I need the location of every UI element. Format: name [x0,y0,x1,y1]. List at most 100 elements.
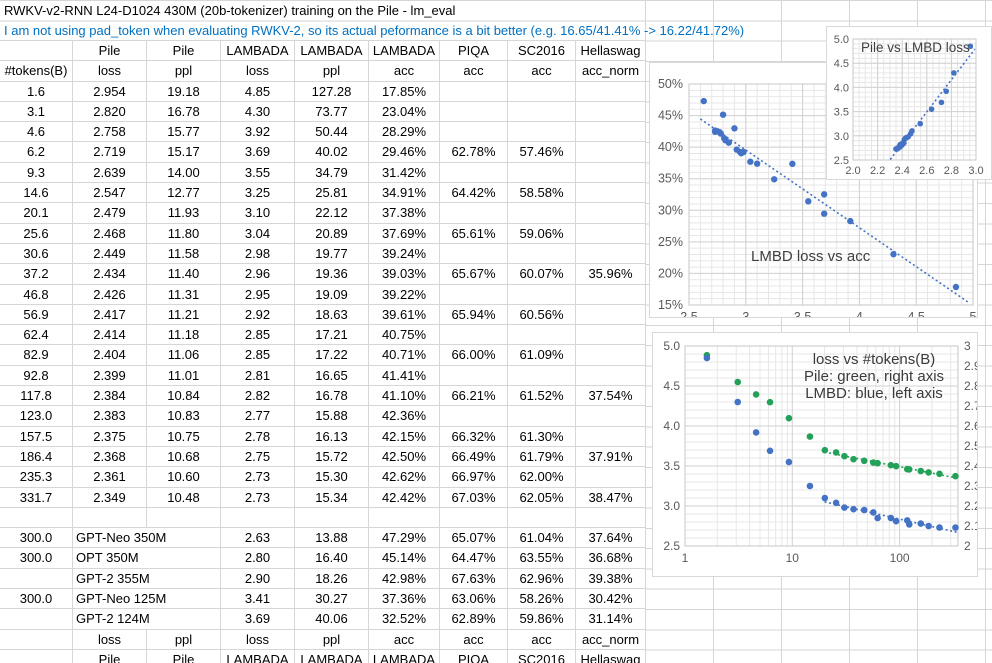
table-cell[interactable]: 34.91% [369,183,440,204]
table-cell[interactable] [576,507,646,529]
table-cell[interactable]: loss [221,61,295,82]
table-cell[interactable]: 9.3 [0,162,73,184]
table-cell[interactable]: 15.30 [295,467,369,488]
table-cell[interactable] [0,609,73,630]
table-cell[interactable]: acc [369,61,440,82]
table-cell[interactable]: SC2016 [508,649,576,663]
table-cell[interactable]: GPT-2 355M [73,568,221,590]
table-cell[interactable]: 3.04 [221,223,295,244]
table-cell[interactable]: acc_norm [576,61,646,82]
table-cell[interactable]: 2.449 [73,243,147,265]
table-cell[interactable]: 2.85 [221,345,295,366]
table-cell[interactable]: 65.07% [440,528,508,549]
table-cell[interactable]: 235.3 [0,467,73,488]
table-cell[interactable]: 37.69% [369,223,440,244]
table-cell[interactable]: LAMBADA [221,41,295,62]
table-cell[interactable]: 10.68 [147,446,221,468]
table-cell[interactable]: 2.73 [221,467,295,488]
table-cell[interactable]: 117.8 [0,386,73,407]
table-cell[interactable]: 14.6 [0,183,73,204]
chart-pile-vs-lmbd-loss[interactable]: 2.5 3.0 3.5 4.0 4.5 5.0 2.0 2.2 2.4 2.6 2.8 3.0 Pile… [826,26,992,180]
table-cell[interactable]: 67.03% [440,487,508,508]
table-cell[interactable]: 45.14% [369,548,440,569]
table-cell[interactable]: 2.92 [221,304,295,326]
table-cell[interactable] [576,284,646,305]
table-cell[interactable]: 4.30 [221,101,295,123]
table-cell[interactable]: 31.14% [576,609,646,630]
table-cell[interactable]: 39.61% [369,304,440,326]
table-cell[interactable]: #tokens(B) [0,61,73,82]
table-cell[interactable]: 61.79% [508,446,576,468]
table-cell[interactable]: 2.954 [73,81,147,102]
table-cell[interactable]: 58.26% [508,589,576,610]
table-cell[interactable]: loss [221,629,295,650]
table-cell[interactable]: 57.46% [508,142,576,163]
table-cell[interactable] [440,507,508,529]
table-cell[interactable]: 1.6 [0,81,73,102]
table-cell[interactable]: 2.414 [73,325,147,346]
table-cell[interactable]: 66.49% [440,446,508,468]
table-cell[interactable]: 66.00% [440,345,508,366]
table-cell[interactable] [440,365,508,387]
table-cell[interactable]: 2.78 [221,426,295,447]
table-cell[interactable]: 2.426 [73,284,147,305]
table-cell[interactable]: 61.30% [508,426,576,447]
table-cell[interactable]: 39.38% [576,568,646,590]
table-cell[interactable]: loss [73,629,147,650]
chart-loss-vs-tokens[interactable]: 2.5 3.0 3.5 4.0 4.5 5.0 2 2.1 2.2 2.3 2.4 2.5 2.6 2.7… [652,332,978,577]
table-cell[interactable]: 32.52% [369,609,440,630]
table-cell[interactable]: 63.06% [440,589,508,610]
table-cell[interactable]: 3.92 [221,122,295,143]
table-cell[interactable] [576,304,646,326]
table-cell[interactable]: 23.04% [369,101,440,123]
table-cell[interactable] [440,162,508,184]
table-cell[interactable] [576,467,646,488]
table-cell[interactable] [576,426,646,447]
table-cell[interactable]: acc [369,629,440,650]
table-cell[interactable]: ppl [295,629,369,650]
table-cell[interactable]: 2.85 [221,325,295,346]
table-cell[interactable] [576,122,646,143]
table-cell[interactable] [508,162,576,184]
table-cell[interactable]: 25.6 [0,223,73,244]
table-cell[interactable]: 63.55% [508,548,576,569]
table-cell[interactable]: ppl [295,61,369,82]
table-cell[interactable]: 17.85% [369,81,440,102]
table-cell[interactable]: 30.42% [576,589,646,610]
table-cell[interactable]: 19.77 [295,243,369,265]
table-cell[interactable]: 16.40 [295,548,369,569]
table-cell[interactable] [508,122,576,143]
table-cell[interactable] [508,101,576,123]
table-cell[interactable]: 29.46% [369,142,440,163]
table-cell[interactable]: 37.36% [369,589,440,610]
table-cell[interactable] [440,203,508,224]
table-cell[interactable]: 11.40 [147,264,221,285]
table-cell[interactable]: 3.69 [221,142,295,163]
table-cell[interactable]: 11.58 [147,243,221,265]
table-cell[interactable] [576,81,646,102]
table-cell[interactable]: LAMBADA [221,649,295,663]
table-cell[interactable]: 22.12 [295,203,369,224]
table-cell[interactable]: 186.4 [0,446,73,468]
table-cell[interactable]: 2.75 [221,446,295,468]
table-cell[interactable]: 19.18 [147,81,221,102]
table-cell[interactable]: 39.22% [369,284,440,305]
table-cell[interactable] [576,345,646,366]
table-cell[interactable]: 62.4 [0,325,73,346]
table-cell[interactable]: 18.26 [295,568,369,590]
table-cell[interactable]: 73.77 [295,101,369,123]
table-cell[interactable]: PIQA [440,649,508,663]
table-cell[interactable] [508,243,576,265]
table-cell[interactable]: 30.6 [0,243,73,265]
table-cell[interactable] [576,162,646,184]
table-cell[interactable]: GPT-Neo 125M [73,589,221,610]
table-cell[interactable]: 6.2 [0,142,73,163]
table-cell[interactable]: 46.8 [0,284,73,305]
table-cell[interactable] [576,365,646,387]
table-cell[interactable]: 42.42% [369,487,440,508]
table-cell[interactable]: 3.1 [0,101,73,123]
table-cell[interactable]: PIQA [440,41,508,62]
table-cell[interactable]: 11.06 [147,345,221,366]
table-cell[interactable]: 10.84 [147,386,221,407]
table-cell[interactable]: 64.47% [440,548,508,569]
